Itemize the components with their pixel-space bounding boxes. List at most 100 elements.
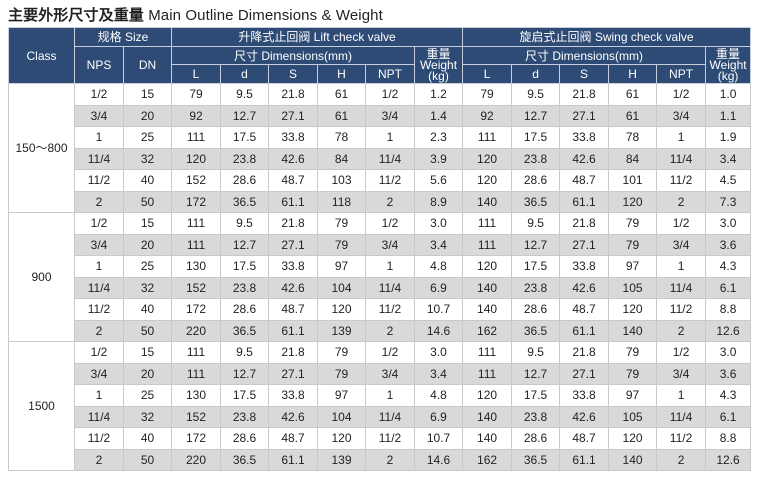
cell-swing-weight: 12.6 — [705, 448, 752, 471]
weight-cn: 重量 — [426, 46, 451, 61]
cell-lift-npt: 1 — [365, 126, 415, 149]
cell-swing-weight: 3.6 — [705, 233, 752, 256]
cell-swing-npt: 11/4 — [656, 147, 707, 170]
cell-lift-d: 9.5 — [220, 83, 269, 106]
cell-swing-weight: 8.8 — [705, 427, 752, 450]
cell-swing-l: 111 — [462, 233, 513, 256]
cell-dn: 20 — [123, 233, 172, 256]
cell-lift-d: 23.8 — [220, 276, 269, 299]
cell-swing-h: 61 — [608, 104, 658, 127]
cell-lift-npt: 2 — [365, 319, 415, 342]
header-lift-h: H — [317, 64, 366, 84]
cell-lift-h: 103 — [317, 169, 366, 192]
table-row: 11/4 32 120 23.8 42.6 84 11/4 3.9 120 23.8 42.6 84 1… — [9, 147, 752, 170]
cell-lift-l: 152 — [171, 405, 221, 428]
cell-swing-npt: 1/2 — [656, 341, 707, 364]
cell-lift-npt: 11/2 — [365, 169, 415, 192]
cell-dn: 40 — [123, 169, 172, 192]
header-size: 规格 Size — [74, 27, 172, 47]
cell-lift-weight: 3.0 — [413, 341, 464, 364]
cell-swing-d: 17.5 — [511, 255, 561, 278]
cell-swing-l: 111 — [462, 212, 513, 235]
cell-swing-h: 79 — [608, 233, 658, 256]
cell-dn: 25 — [123, 384, 172, 407]
cell-dn: 32 — [123, 276, 172, 299]
cell-nps: 3/4 — [74, 104, 124, 127]
cell-dn: 25 — [123, 255, 172, 278]
table-row: 11/2 40 172 28.6 48.7 120 11/2 10.7 140 28.6 48.7 1… — [9, 298, 752, 321]
header-lift-dimensions: 尺寸 Dimensions(mm) — [171, 46, 415, 65]
cell-swing-l: 111 — [462, 341, 513, 364]
cell-swing-d: 17.5 — [511, 126, 561, 149]
cell-lift-d: 36.5 — [220, 190, 269, 213]
cell-lift-d: 12.7 — [220, 233, 269, 256]
cell-swing-npt: 2 — [656, 448, 707, 471]
cell-dn: 40 — [123, 427, 172, 450]
cell-lift-s: 42.6 — [268, 147, 318, 170]
cell-lift-l: 111 — [171, 212, 221, 235]
cell-dn: 15 — [123, 83, 172, 106]
page-title: 主要外形尺寸及重量 Main Outline Dimensions & Weig… — [8, 4, 383, 25]
cell-swing-weight: 6.1 — [705, 276, 752, 299]
cell-swing-d: 28.6 — [511, 427, 561, 450]
cell-lift-d: 23.8 — [220, 147, 269, 170]
weight-en: Weight — [419, 57, 458, 72]
cell-lift-npt: 3/4 — [365, 104, 415, 127]
header-lift-weight: 重量 Weight (kg) — [413, 46, 464, 84]
cell-swing-npt: 1/2 — [656, 212, 707, 235]
cell-dn: 15 — [123, 341, 172, 364]
cell-lift-h: 61 — [317, 104, 366, 127]
header-swing-valve: 旋启式止回阀 Swing check valve — [462, 27, 752, 47]
cell-lift-l: 111 — [171, 362, 221, 385]
cell-swing-weight: 3.4 — [705, 147, 752, 170]
cell-lift-npt: 11/2 — [365, 298, 415, 321]
cell-swing-l: 120 — [462, 169, 513, 192]
cell-lift-l: 111 — [171, 126, 221, 149]
cell-swing-d: 9.5 — [511, 212, 561, 235]
table-body: 150～800 1/2 15 79 9.5 21.8 61 1/2 1.2 79 9.5 21.8 61… — [8, 83, 752, 471]
cell-lift-h: 120 — [317, 427, 366, 450]
table-row: 3/4 20 92 12.7 27.1 61 3/4 1.4 92 12.7 27.1 61 3/4 1.… — [9, 104, 752, 127]
cell-swing-h: 140 — [608, 448, 658, 471]
cell-lift-s: 21.8 — [268, 212, 318, 235]
cell-lift-weight: 2.3 — [413, 126, 464, 149]
cell-lift-npt: 11/4 — [365, 276, 415, 299]
cell-swing-d: 23.8 — [511, 405, 561, 428]
cell-lift-d: 9.5 — [220, 212, 269, 235]
cell-swing-h: 105 — [608, 405, 658, 428]
cell-swing-s: 42.6 — [559, 276, 610, 299]
cell-swing-l: 120 — [462, 255, 513, 278]
cell-swing-l: 140 — [462, 276, 513, 299]
cell-swing-d: 12.7 — [511, 104, 561, 127]
cell-lift-weight: 14.6 — [413, 448, 464, 471]
cell-nps: 2 — [74, 190, 124, 213]
cell-swing-d: 23.8 — [511, 276, 561, 299]
cell-lift-s: 27.1 — [268, 104, 318, 127]
header-swing-h: H — [608, 64, 658, 84]
cell-lift-s: 61.1 — [268, 448, 318, 471]
table-header: Class 规格 Size 升降式止回阀 Lift check valve 旋启… — [8, 27, 752, 84]
cell-lift-h: 78 — [317, 126, 366, 149]
cell-swing-h: 78 — [608, 126, 658, 149]
cell-lift-d: 28.6 — [220, 427, 269, 450]
cell-swing-weight: 3.6 — [705, 362, 752, 385]
cell-lift-s: 33.8 — [268, 384, 318, 407]
cell-swing-weight: 12.6 — [705, 319, 752, 342]
table-row: 11/2 40 152 28.6 48.7 103 11/2 5.6 120 28.6 48.7 10… — [9, 169, 752, 192]
cell-lift-h: 79 — [317, 341, 366, 364]
cell-swing-h: 84 — [608, 147, 658, 170]
title-en: Main Outline Dimensions & Weight — [148, 7, 383, 24]
cell-swing-npt: 3/4 — [656, 233, 707, 256]
cell-swing-d: 9.5 — [511, 341, 561, 364]
cell-lift-l: 111 — [171, 233, 221, 256]
cell-swing-d: 12.7 — [511, 362, 561, 385]
cell-lift-s: 21.8 — [268, 83, 318, 106]
weight-cn: 重量 — [716, 46, 741, 61]
cell-swing-d: 12.7 — [511, 233, 561, 256]
cell-swing-d: 17.5 — [511, 384, 561, 407]
cell-lift-l: 130 — [171, 255, 221, 278]
cell-lift-weight: 6.9 — [413, 405, 464, 428]
cell-lift-s: 27.1 — [268, 362, 318, 385]
cell-swing-s: 61.1 — [559, 319, 610, 342]
cell-nps: 11/4 — [74, 405, 124, 428]
